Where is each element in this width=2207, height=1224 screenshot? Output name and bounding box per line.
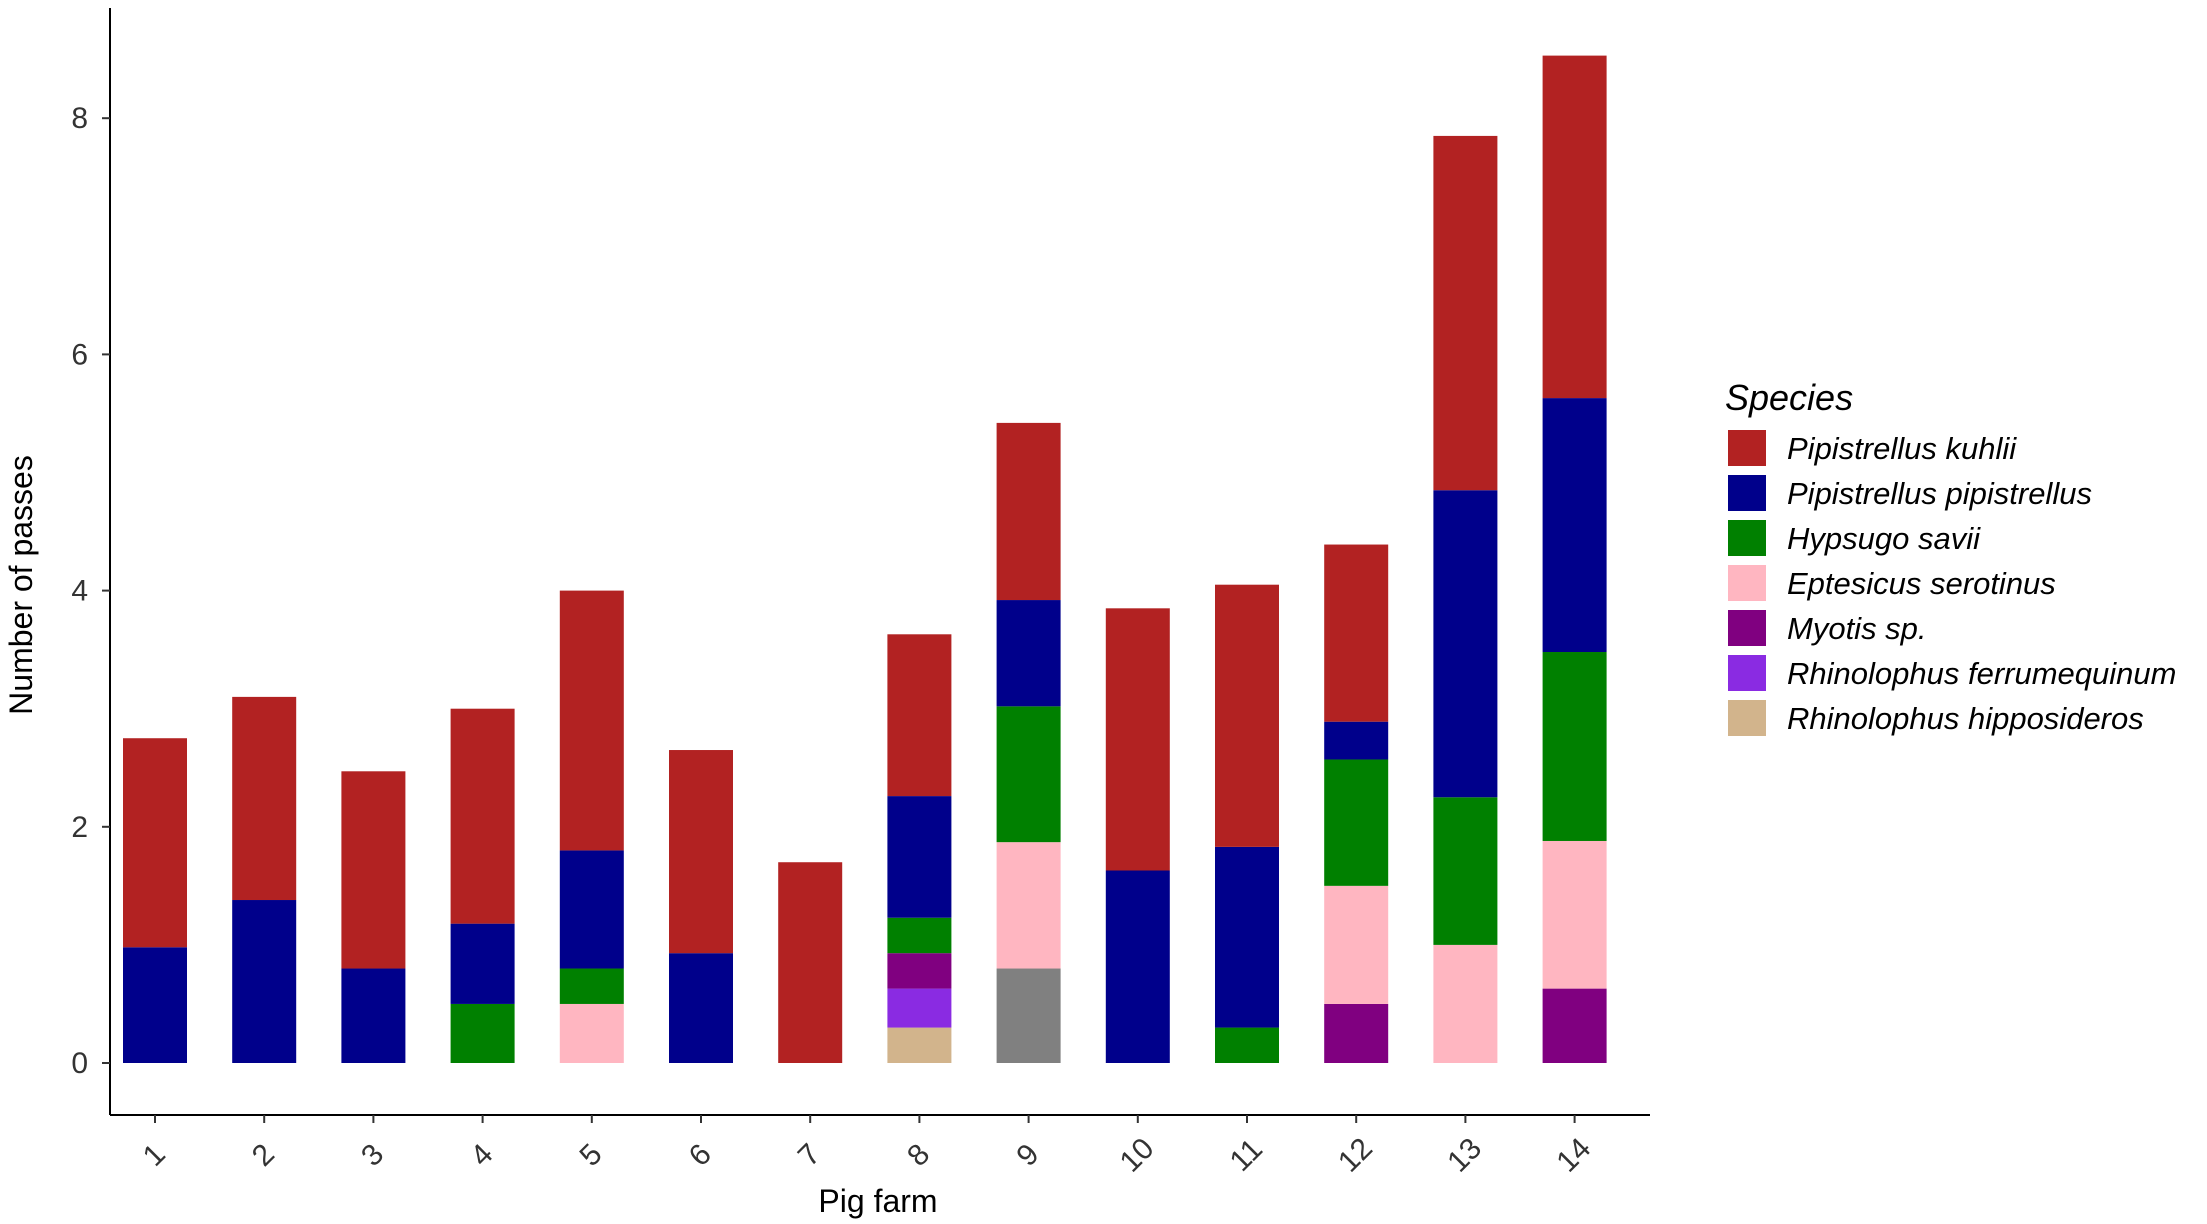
x-tick-label: 10 <box>1114 1132 1161 1179</box>
bar-segment <box>559 1003 624 1063</box>
legend-swatch <box>1728 475 1766 511</box>
bar-segment <box>1324 721 1389 760</box>
bar-segment <box>1324 544 1389 722</box>
legend: Pipistrellus kuhlii Pipistrellus pipistre… <box>1728 430 2176 736</box>
x-tick-label: 11 <box>1224 1133 1269 1178</box>
bar-segment <box>450 708 515 924</box>
bar-segment <box>1542 55 1607 399</box>
bar-segment <box>669 953 733 1063</box>
legend-label: Pipistrellus pipistrellus <box>1787 476 2092 511</box>
bar-segment <box>450 923 515 1004</box>
x-tick-label: 12 <box>1332 1132 1379 1179</box>
bar-segment <box>232 696 297 901</box>
bar-segment <box>1215 584 1279 847</box>
legend-swatch <box>1728 700 1766 736</box>
bar-segment <box>341 771 406 969</box>
bar-segment <box>1542 840 1607 989</box>
bar-segment <box>887 1027 952 1063</box>
y-tick-label: 6 <box>71 338 88 371</box>
bar-segment <box>887 988 952 1028</box>
bar-segment <box>123 738 187 948</box>
bar-segment <box>1433 490 1498 798</box>
bar-segment <box>123 947 187 1063</box>
x-tick-label: 8 <box>901 1138 936 1173</box>
bar-segment <box>778 862 843 1063</box>
legend-swatch <box>1728 430 1766 466</box>
bar-segment <box>559 590 624 851</box>
legend-label: Hypsugo savii <box>1787 521 1981 556</box>
bar-segment <box>450 1003 515 1063</box>
y-tick-label: 4 <box>71 575 88 608</box>
x-tick-label: 1 <box>137 1138 172 1173</box>
bar-segment <box>1433 944 1498 1063</box>
x-axis-title: Pig farm <box>818 1183 937 1219</box>
x-tick-label: 3 <box>355 1138 390 1173</box>
bar-segment <box>996 842 1061 969</box>
bar-segment <box>1542 398 1607 653</box>
bar-segment <box>1433 797 1498 945</box>
bar-segment <box>887 953 952 989</box>
bar-segment <box>559 968 624 1004</box>
x-tick-label: 2 <box>246 1138 281 1173</box>
bar-segment <box>1324 759 1389 886</box>
bar-segment <box>559 850 624 969</box>
bar-segment <box>887 796 952 918</box>
legend-title: Species <box>1725 377 1853 418</box>
x-tick-label: 7 <box>792 1138 827 1173</box>
legend-label: Rhinolophus ferrumequinum <box>1787 656 2176 691</box>
legend-swatch <box>1728 520 1766 556</box>
bar-segment <box>1215 846 1279 1028</box>
legend-swatch <box>1728 655 1766 691</box>
y-tick-label: 8 <box>71 102 88 135</box>
bar-segment <box>1105 870 1170 1063</box>
bar-segment <box>232 900 297 1063</box>
bar-segment <box>996 706 1061 843</box>
bar-segment <box>1215 1027 1279 1063</box>
bar-segment <box>1324 1003 1389 1063</box>
bar-segment <box>1542 652 1607 841</box>
x-tick-label: 14 <box>1550 1132 1597 1179</box>
bar-segment <box>996 600 1061 707</box>
x-axis-ticks: 1 2 3 4 5 6 7 8 9 10 11 12 13 14 <box>137 1115 1597 1179</box>
y-tick-label: 2 <box>71 811 88 844</box>
bar-segment <box>996 968 1061 1063</box>
bar-segment <box>887 634 952 797</box>
bar-segment <box>1324 885 1389 1004</box>
bar-segment <box>1542 988 1607 1063</box>
x-tick-label: 5 <box>574 1138 609 1173</box>
plot-area <box>123 55 1607 1063</box>
bar-segment <box>1433 135 1498 491</box>
bar-segment <box>887 917 952 954</box>
legend-swatch <box>1728 610 1766 646</box>
x-tick-label: 6 <box>683 1138 718 1173</box>
y-tick-label: 0 <box>71 1047 88 1080</box>
legend-label: Rhinolophus hipposideros <box>1787 701 2144 736</box>
y-axis-title: Number of passes <box>3 455 39 715</box>
legend-label: Eptesicus serotinus <box>1787 566 2056 601</box>
legend-swatch <box>1728 565 1766 601</box>
x-tick-label: 13 <box>1441 1132 1488 1179</box>
bar-segment <box>996 422 1061 601</box>
legend-label: Myotis sp. <box>1787 611 1927 646</box>
x-tick-label: 4 <box>464 1138 499 1173</box>
x-tick-label: 9 <box>1010 1138 1045 1173</box>
bar-segment <box>1105 608 1170 871</box>
bar-segment <box>341 968 406 1063</box>
bar-segment <box>669 750 733 954</box>
y-axis-ticks: 0 2 4 6 8 <box>71 102 110 1080</box>
legend-label: Pipistrellus kuhlii <box>1787 431 2017 466</box>
